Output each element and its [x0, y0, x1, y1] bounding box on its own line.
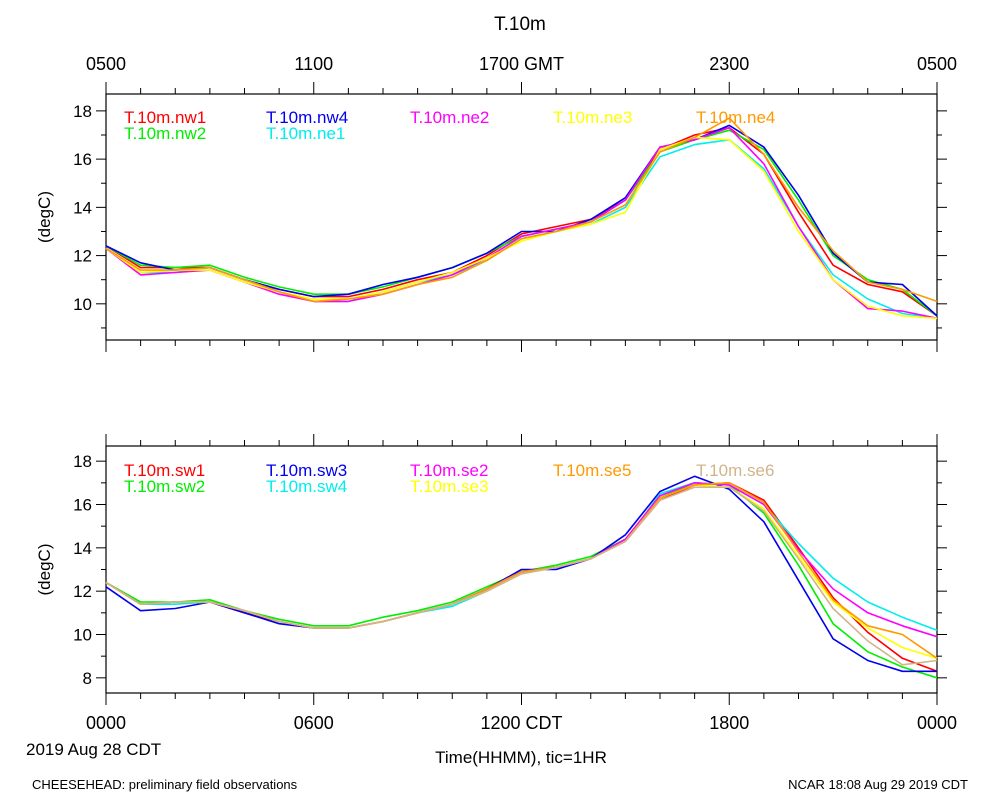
legend-entry: T.10m.sw1 [124, 461, 205, 480]
legend-entry: T.10m.nw2 [124, 124, 206, 143]
y-tick-label: 16 [73, 150, 92, 169]
bottom-tick-label: 0000 [917, 713, 957, 733]
top-tick-label: 2300 [709, 54, 749, 74]
top-tick-label: 1100 [294, 54, 333, 74]
bottom-tick-label: 0600 [294, 713, 334, 733]
chart-title: T.10m [494, 14, 546, 35]
legend-entry: T.10m.se3 [410, 477, 488, 496]
legend-entry: T.10m.sw2 [124, 477, 205, 496]
y-tick-label: 10 [73, 626, 92, 645]
y-tick-label: 16 [73, 496, 92, 515]
top-axis-tick-labels: 0500 1100 1700 GMT 2300 0500 [86, 54, 957, 74]
series-line-T.10m.se5 [105, 481, 938, 659]
y-tick-label: 10 [73, 295, 92, 314]
series-line-T.10m.nw2 [105, 129, 938, 317]
footer-left-label: CHEESEHEAD: preliminary field observatio… [32, 777, 298, 792]
top-tick-label: 0500 [917, 54, 957, 74]
series-line-T.10m.sw2 [105, 481, 938, 679]
legend-entry: T.10m.ne3 [553, 108, 632, 127]
legend-entry: T.10m.nw1 [124, 108, 206, 127]
date-label: 2019 Aug 28 CDT [26, 740, 161, 759]
x-axis-label: Time(HHMM), tic=1HR [435, 748, 607, 767]
series-line-T.10m.ne1 [105, 139, 938, 320]
legend-entry: T.10m.sw4 [266, 477, 347, 496]
series-line-T.10m.ne4 [105, 117, 938, 303]
y-tick-label: 14 [73, 198, 92, 217]
legend-entry: T.10m.se2 [410, 461, 488, 480]
bottom-tick-label: 1200 CDT [480, 713, 562, 733]
series-line-T.10m.se2 [105, 481, 938, 638]
y-tick-label: 12 [73, 582, 92, 601]
top-tick-label: 0500 [86, 54, 126, 74]
series-line-T.10m.sw3 [105, 475, 937, 673]
y-axis-label: (degC) [35, 544, 54, 596]
y-axis-label: (degC) [35, 191, 54, 243]
legend-entry: T.10m.ne4 [696, 108, 775, 127]
y-tick-label: 14 [73, 539, 92, 558]
legend-entry: T.10m.se6 [696, 461, 774, 480]
legend-entry: T.10m.nw4 [266, 108, 348, 127]
series-line-T.10m.se6 [105, 486, 938, 666]
legend-entry: T.10m.sw3 [266, 461, 347, 480]
bottom-tick-label: 1800 [709, 713, 749, 733]
y-tick-label: 18 [73, 102, 92, 121]
series-line-T.10m.ne3 [105, 136, 938, 320]
bottom-tick-label: 0000 [86, 713, 126, 733]
footer-right-label: NCAR 18:08 Aug 29 2019 CDT [788, 777, 968, 792]
legend-entry: T.10m.ne1 [266, 124, 345, 143]
y-tick-label: 12 [73, 247, 92, 266]
legend-entry: T.10m.se5 [553, 461, 631, 480]
y-tick-label: 8 [83, 669, 92, 688]
top-tick-label: 1700 GMT [479, 54, 564, 74]
bottom-axis-tick-labels: 0000 0600 1200 CDT 1800 0000 [86, 713, 957, 733]
series-line-T.10m.sw1 [105, 481, 938, 673]
legend-entry: T.10m.ne2 [410, 108, 489, 127]
series-line-T.10m.nw4 [105, 124, 938, 317]
y-tick-label: 18 [73, 452, 92, 471]
